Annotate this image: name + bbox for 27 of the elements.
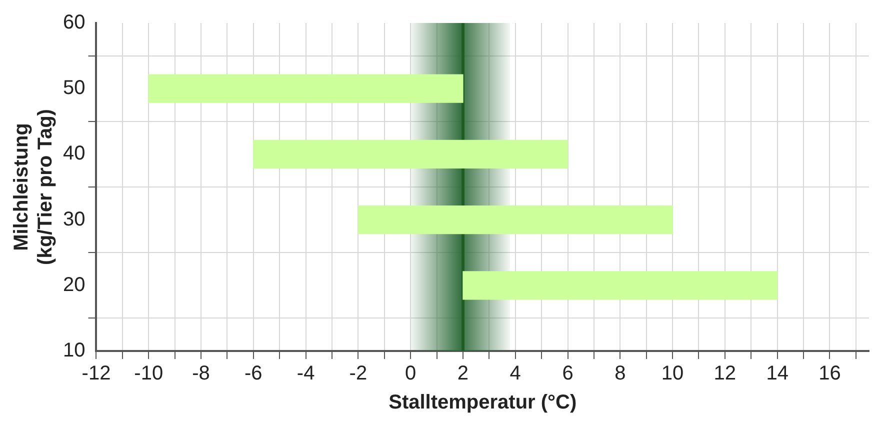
bar xyxy=(253,140,568,169)
bar xyxy=(148,74,464,103)
x-tick-label: 4 xyxy=(510,362,521,385)
x-tick-label: -8 xyxy=(192,362,210,385)
x-tick-label: 2 xyxy=(457,362,469,385)
y-tick-label: 30 xyxy=(62,208,86,230)
x-axis-title: Stalltemperatur (°C) xyxy=(388,392,577,414)
x-tick-label: 10 xyxy=(661,362,684,385)
x-tick-label: -6 xyxy=(244,362,262,385)
x-tick-label: 14 xyxy=(766,362,788,385)
y-tick-label: 10 xyxy=(62,340,86,362)
x-tick-label: -2 xyxy=(349,362,368,385)
bar xyxy=(462,271,778,300)
y-tick-label: 40 xyxy=(62,142,86,165)
y-tick-label: 50 xyxy=(62,77,86,100)
x-tick-label: 16 xyxy=(818,362,841,385)
x-tick-label: 0 xyxy=(405,362,416,385)
y-tick-label: 20 xyxy=(62,274,86,296)
y-axis-title: Milchleistung (kg/Tier pro Tag) xyxy=(10,109,57,265)
x-tick-label: -10 xyxy=(134,362,164,385)
y-tick-label: 60 xyxy=(62,12,86,34)
x-tick-label: -12 xyxy=(82,362,111,385)
x-tick-label: 12 xyxy=(714,362,736,385)
x-tick-label: 6 xyxy=(562,362,574,385)
x-tick-label: 8 xyxy=(614,362,626,385)
bar xyxy=(358,205,673,234)
x-tick-label: -4 xyxy=(296,362,315,385)
